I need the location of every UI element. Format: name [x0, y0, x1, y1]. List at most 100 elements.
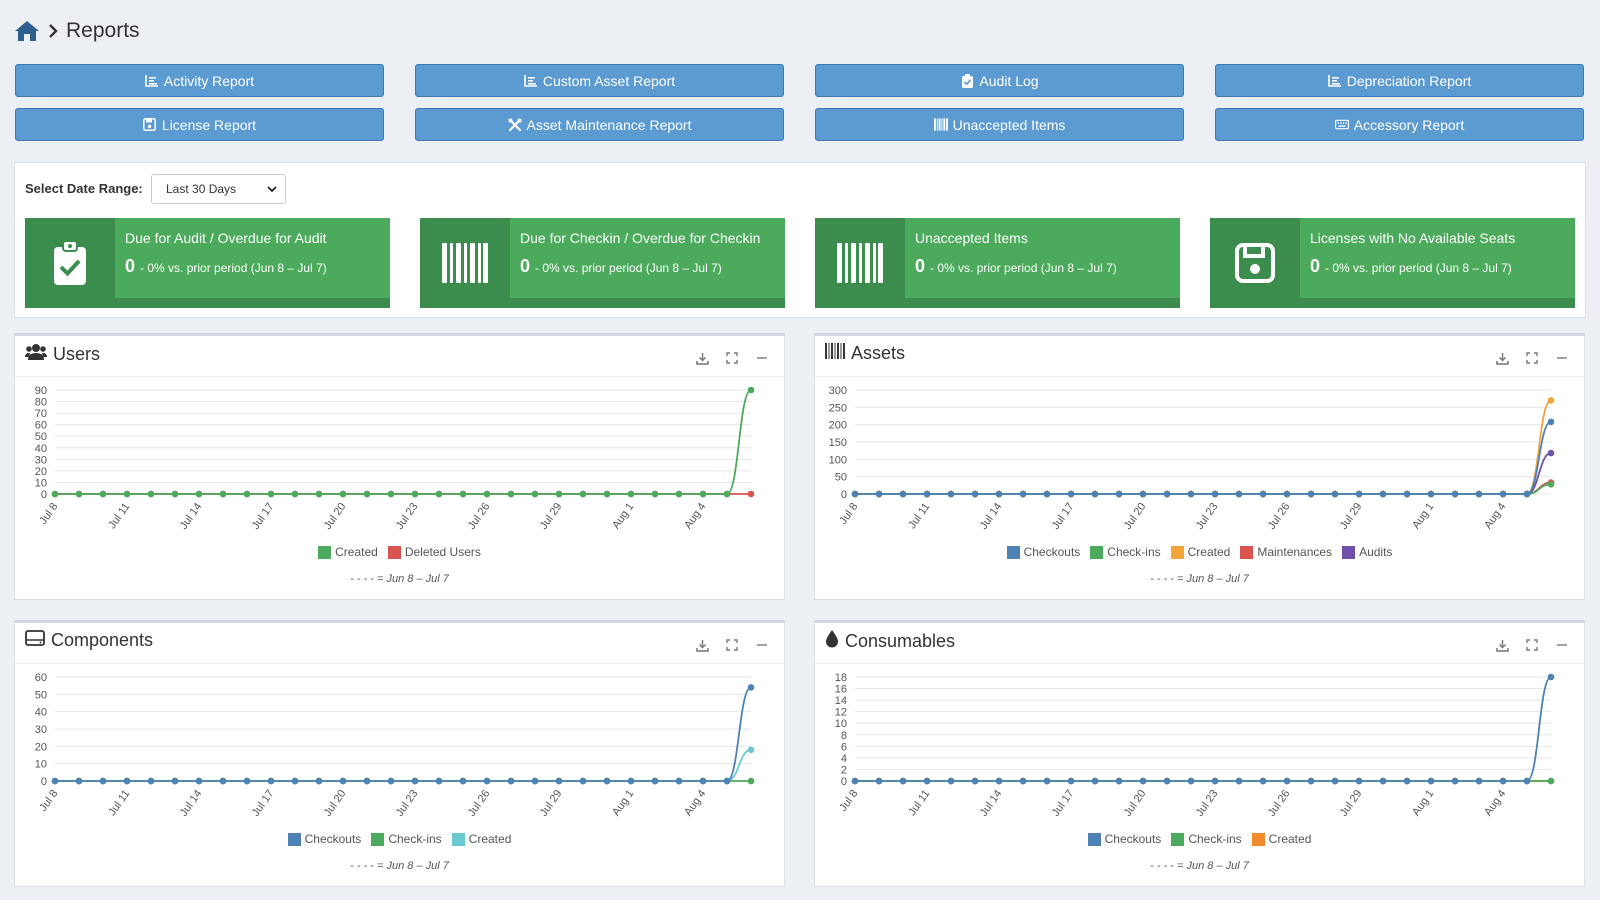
- legend-swatch: [1087, 832, 1101, 846]
- x-tick-label: Jul 23: [394, 501, 421, 532]
- legend-item[interactable]: Check-ins: [371, 832, 442, 846]
- accessory-report-button[interactable]: Accessory Report: [1215, 108, 1584, 141]
- y-tick-label: 0: [41, 489, 47, 501]
- data-point: [995, 777, 1003, 785]
- y-tick-label: 60: [35, 420, 47, 432]
- data-point: [267, 490, 275, 498]
- download-icon[interactable]: [1494, 637, 1510, 653]
- data-point: [971, 490, 979, 498]
- x-tick-label: Jul 8: [837, 501, 860, 527]
- legend-item[interactable]: Deleted Users: [387, 545, 481, 559]
- legend-item[interactable]: Checkouts: [1087, 832, 1161, 846]
- home-icon[interactable]: [14, 19, 40, 43]
- data-point: [1163, 490, 1171, 498]
- legend-item[interactable]: Audits: [1342, 545, 1392, 559]
- legend-item[interactable]: Check-ins: [1171, 832, 1242, 846]
- y-tick-label: 70: [35, 408, 47, 420]
- data-point: [123, 490, 131, 498]
- series-line: [55, 686, 752, 782]
- breadcrumb: Reports: [14, 16, 140, 46]
- tile-stat: 0 - 0% vs. prior period (Jun 8 – Jul 7): [125, 256, 327, 277]
- legend-item[interactable]: Created: [318, 545, 378, 559]
- data-point: [851, 777, 859, 785]
- fullscreen-icon[interactable]: [724, 350, 740, 366]
- tile-comparison: - 0% vs. prior period (Jun 8 – Jul 7): [930, 261, 1117, 275]
- tile-title: Due for Audit / Overdue for Audit: [125, 230, 327, 246]
- date-range-select[interactable]: Last 30 Days: [151, 174, 286, 204]
- legend-item[interactable]: Checkouts: [287, 832, 361, 846]
- depreciation-report-button[interactable]: Depreciation Report: [1215, 64, 1584, 97]
- x-tick-label: Jul 14: [178, 501, 205, 532]
- y-tick-label: 8: [841, 730, 847, 742]
- data-point: [219, 777, 227, 785]
- tile-progress-bar: [1300, 298, 1575, 308]
- custom-asset-report-button[interactable]: Custom Asset Report: [415, 64, 784, 97]
- tools-icon: [508, 118, 522, 132]
- data-point: [947, 490, 955, 498]
- fullscreen-icon[interactable]: [1524, 637, 1540, 653]
- download-icon[interactable]: [694, 637, 710, 653]
- license-report-button[interactable]: License Report: [15, 108, 384, 141]
- legend-item[interactable]: Created: [1170, 545, 1230, 559]
- download-icon[interactable]: [1494, 350, 1510, 366]
- components-chart-box: Components 0 10 20 30 40 50 60 Jul 8 Jul 11 Jul 1…: [14, 620, 785, 887]
- series-line: [855, 481, 1552, 495]
- data-point: [651, 777, 659, 785]
- x-tick-label: Jul 26: [466, 788, 493, 819]
- box-divider: [815, 376, 1584, 377]
- components-plot: 0 10 20 30 40 50 60 Jul 8 Jul 11 Jul 14 Jul 17 Jul …: [35, 672, 755, 819]
- download-icon[interactable]: [694, 350, 710, 366]
- data-point: [747, 746, 755, 754]
- asset-maintenance-report-button[interactable]: Asset Maintenance Report: [415, 108, 784, 141]
- y-tick-label: 30: [35, 454, 47, 466]
- data-point: [555, 777, 563, 785]
- legend-item[interactable]: Created: [1251, 832, 1311, 846]
- licenses-no-seats-tile[interactable]: Licenses with No Available Seats 0 - 0% …: [1210, 218, 1575, 308]
- activity-report-button[interactable]: Activity Report: [15, 64, 384, 97]
- data-point: [1091, 490, 1099, 498]
- data-point: [363, 490, 371, 498]
- y-tick-label: 12: [835, 707, 847, 719]
- y-tick-label: 16: [835, 684, 847, 696]
- unaccepted-items-button[interactable]: Unaccepted Items: [815, 108, 1184, 141]
- y-tick-label: 6: [841, 741, 847, 753]
- chart-title: Consumables: [845, 631, 956, 651]
- data-point: [699, 490, 707, 498]
- series-line: [55, 748, 752, 782]
- data-point: [1523, 777, 1531, 785]
- legend-item[interactable]: Checkouts: [1006, 545, 1080, 559]
- data-point: [675, 490, 683, 498]
- data-point: [1259, 777, 1267, 785]
- fullscreen-icon[interactable]: [724, 637, 740, 653]
- unaccepted-items-tile[interactable]: Unaccepted Items 0 - 0% vs. prior period…: [815, 218, 1180, 308]
- data-point: [1499, 777, 1507, 785]
- data-point: [1307, 490, 1315, 498]
- legend-item[interactable]: Check-ins: [1090, 545, 1161, 559]
- due-for-checkin-tile[interactable]: Due for Checkin / Overdue for Checkin 0 …: [420, 218, 785, 308]
- data-point: [291, 490, 299, 498]
- legend-item[interactable]: Maintenances: [1240, 545, 1332, 559]
- data-point: [923, 777, 931, 785]
- collapse-icon[interactable]: [754, 637, 770, 653]
- legend-label: Created: [468, 832, 512, 846]
- due-for-audit-tile[interactable]: Due for Audit / Overdue for Audit 0 - 0%…: [25, 218, 390, 308]
- data-point: [723, 490, 731, 498]
- collapse-icon[interactable]: [1554, 350, 1570, 366]
- collapse-icon[interactable]: [754, 350, 770, 366]
- data-point: [195, 490, 203, 498]
- y-tick-label: 0: [841, 489, 847, 501]
- data-point: [1547, 673, 1555, 681]
- data-point: [747, 490, 755, 498]
- data-point: [411, 777, 419, 785]
- data-point: [555, 490, 563, 498]
- audit-log-button[interactable]: Audit Log: [815, 64, 1184, 97]
- fullscreen-icon[interactable]: [1524, 350, 1540, 366]
- asset-maintenance-report-label: Asset Maintenance Report: [526, 116, 692, 133]
- data-point: [1403, 777, 1411, 785]
- x-tick-label: Jul 14: [978, 788, 1005, 819]
- series-line: [855, 676, 1552, 782]
- collapse-icon[interactable]: [1554, 637, 1570, 653]
- x-tick-label: Jul 29: [1338, 788, 1365, 819]
- legend-item[interactable]: Created: [451, 832, 512, 846]
